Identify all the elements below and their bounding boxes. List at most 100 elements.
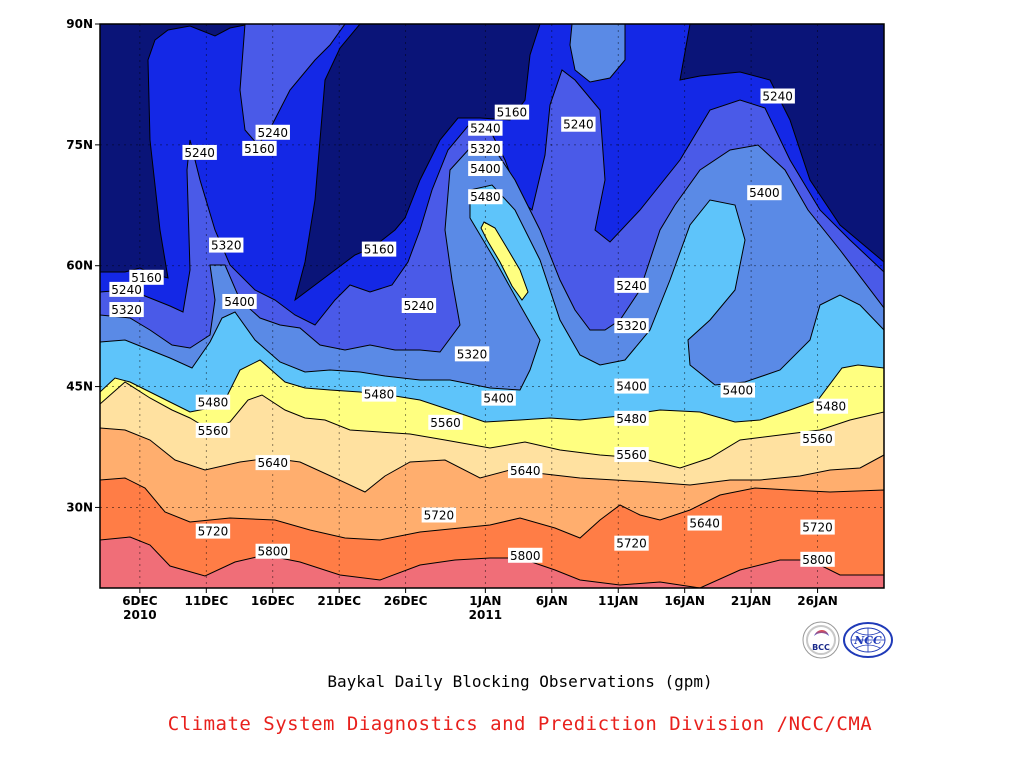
contour-label-text: 5320 (211, 239, 242, 253)
contour-label-text: 5640 (257, 456, 288, 470)
x-tick-label: 26DEC (384, 594, 428, 608)
contour-label: 5320 (109, 302, 144, 318)
x-tick-label: 16DEC (251, 594, 295, 608)
contour-label: 5640 (687, 515, 722, 531)
contour-label: 5640 (508, 463, 543, 479)
x-tick-label: 6DEC (122, 594, 158, 608)
band-5720 (100, 477, 884, 588)
contour-label: 5480 (361, 386, 397, 402)
contour-label: 5560 (800, 430, 835, 446)
contour-label: 5160 (494, 104, 530, 120)
contour-label: 5480 (813, 398, 849, 414)
contour-label-box (468, 120, 503, 136)
contour-label-box (614, 318, 649, 334)
contour-label-box (614, 277, 649, 293)
contour-label-box (508, 463, 543, 479)
contour-label: 5480 (468, 189, 503, 205)
contour-label-text: 5400 (616, 380, 647, 394)
plot-area (100, 24, 884, 588)
contour-label-text: 5720 (198, 525, 229, 539)
contour-label-text: 5320 (470, 142, 501, 156)
contour-label-box (195, 523, 231, 539)
contour-label-box (255, 543, 290, 559)
contour-label-box (109, 281, 144, 297)
x-tick-label: 26JAN (797, 594, 838, 608)
contour-label: 5640 (255, 455, 290, 471)
bcc-logo: BCC (802, 621, 840, 659)
contour-label-text: 5800 (510, 549, 541, 563)
contour-label-text: 5800 (257, 545, 288, 559)
contour-label-text: 5640 (510, 464, 541, 478)
y-tick-label: 90N (66, 17, 93, 31)
contour-label-box (222, 293, 257, 309)
contour-label-box (242, 140, 277, 156)
contour-label-box (614, 410, 649, 426)
contour-label-box (209, 237, 244, 253)
x-tick-label: 16JAN (664, 594, 705, 608)
contour-label-box (468, 161, 503, 177)
x-tick-label: 6JAN (536, 594, 568, 608)
contour-label-box (813, 398, 849, 414)
contour-label: 5240 (401, 298, 437, 313)
contour-label-text: 5160 (244, 142, 275, 156)
organization-credit: Climate System Diagnostics and Predictio… (167, 713, 873, 735)
contour-label-box (428, 414, 463, 430)
contour-label: 5320 (209, 237, 244, 253)
contour-label-text: 5560 (430, 416, 461, 430)
contour-label-text: 5560 (802, 432, 833, 446)
contour-label: 5160 (129, 269, 164, 285)
contour-label: 5400 (747, 185, 782, 201)
contour-label: 5320 (614, 318, 649, 334)
contour-label: 5560 (195, 422, 231, 438)
contour-label: 5800 (508, 547, 543, 563)
contour-label-text: 5800 (802, 553, 833, 567)
contour-label-box (255, 455, 290, 471)
contour-label-box (494, 104, 530, 120)
contour-label-text: 5400 (470, 162, 501, 176)
contour-label-box (614, 447, 649, 463)
contour-label-box (255, 124, 290, 140)
x-tick-year: 2010 (123, 608, 156, 622)
contour-label: 5720 (614, 535, 649, 551)
contour-label: 5400 (468, 161, 503, 177)
contour-label-text: 5400 (749, 186, 780, 200)
contour-label-text: 5480 (816, 400, 847, 414)
ncc-logo: NCC (843, 622, 893, 658)
contour-label: 5800 (800, 551, 835, 567)
contour-label-box (561, 116, 596, 132)
contour-label: 5720 (195, 523, 231, 539)
contour-label-text: 5160 (131, 271, 162, 285)
contour-label-text: 5240 (470, 122, 501, 136)
contour-label: 5800 (255, 543, 290, 559)
y-tick-label: 45N (66, 380, 93, 394)
contour-label-text: 5720 (424, 508, 455, 522)
contour-label: 5560 (428, 414, 463, 430)
contour-label-text: 5480 (364, 388, 395, 402)
contour-label-box (421, 507, 457, 523)
contour-label-box (361, 386, 397, 402)
contour-label-box (401, 298, 437, 313)
island-5240-arctic (569, 24, 626, 83)
x-tick-label: 21DEC (317, 594, 361, 608)
x-tick-label: 11JAN (598, 594, 639, 608)
contour-label-box (614, 535, 649, 551)
contour-label-text: 5240 (762, 90, 793, 104)
bcc-logo-text: BCC (812, 643, 830, 652)
contour-label: 5400 (614, 378, 649, 394)
contour-label-box (195, 394, 231, 410)
contour-label-text: 5240 (111, 283, 142, 297)
contour-label: 5720 (800, 519, 835, 535)
contour-label-text: 5480 (198, 396, 229, 410)
y-axis: 30N 45N 60N 75N 90N (66, 17, 100, 514)
contour-label-text: 5240 (404, 299, 435, 313)
contour-label-text: 5320 (616, 319, 647, 333)
contour-label: 5240 (561, 116, 596, 132)
contour-label-text: 5720 (616, 537, 647, 551)
contour-label-box (195, 422, 231, 438)
contour-label-box (468, 189, 503, 205)
contour-label-text: 5320 (111, 303, 142, 317)
contour-label-text: 5640 (689, 517, 720, 531)
contour-label-box (614, 378, 649, 394)
